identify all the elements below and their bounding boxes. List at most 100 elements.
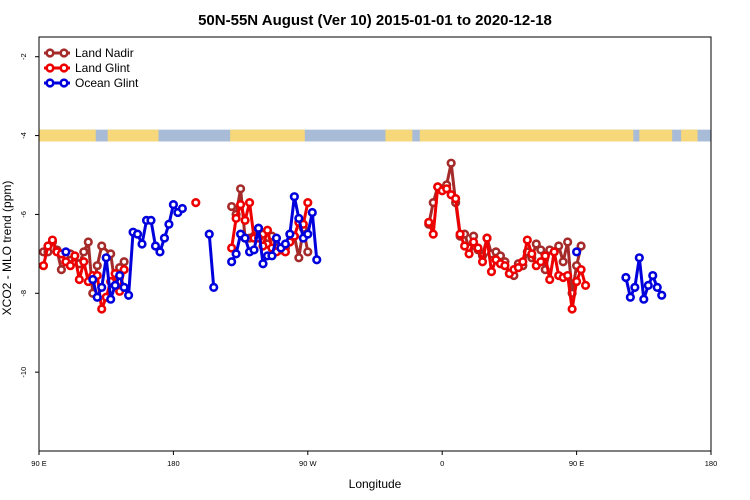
data-point bbox=[70, 251, 80, 261]
y-tick-label: -10 bbox=[19, 367, 28, 378]
y-tick-label: -4 bbox=[19, 132, 28, 139]
data-point bbox=[518, 257, 528, 267]
land-band bbox=[639, 129, 673, 142]
data-point bbox=[280, 239, 291, 249]
data-point bbox=[554, 241, 564, 251]
data-point bbox=[227, 243, 237, 253]
data-point bbox=[567, 304, 577, 314]
x-tick-label: 0 bbox=[440, 459, 444, 468]
data-point bbox=[231, 213, 241, 223]
data-point bbox=[303, 198, 313, 208]
data-point bbox=[262, 225, 273, 235]
data-point bbox=[65, 261, 75, 271]
legend-label: Ocean Glint bbox=[75, 76, 139, 90]
y-tick-labels: -2 -4 -6 -8 -10 bbox=[19, 53, 28, 377]
data-point bbox=[240, 215, 250, 225]
data-point bbox=[312, 255, 322, 265]
series-line bbox=[207, 234, 216, 288]
data-point bbox=[424, 217, 434, 227]
data-point bbox=[132, 229, 143, 239]
data-point bbox=[258, 259, 268, 269]
x-tick-labels: 90 E 180 90 W 0 90 E 180 bbox=[31, 459, 717, 468]
series-ocean-glint bbox=[61, 192, 667, 304]
land-band bbox=[39, 129, 96, 142]
data-point bbox=[563, 270, 573, 281]
data-point bbox=[468, 237, 479, 247]
ocean-band bbox=[39, 129, 711, 142]
data-point bbox=[531, 239, 541, 249]
data-point bbox=[563, 237, 573, 247]
data-point bbox=[137, 239, 147, 249]
data-point bbox=[464, 249, 474, 259]
tick-marks bbox=[35, 56, 712, 455]
data-point bbox=[119, 265, 129, 275]
data-point bbox=[451, 194, 461, 204]
data-point bbox=[576, 265, 586, 275]
land-band bbox=[107, 129, 159, 142]
data-point bbox=[101, 253, 111, 263]
y-tick-label: -2 bbox=[19, 53, 28, 60]
data-point bbox=[253, 223, 264, 233]
data-point bbox=[74, 274, 84, 285]
legend-swatch-marker bbox=[59, 78, 69, 88]
data-point bbox=[536, 245, 546, 255]
data-point bbox=[191, 198, 201, 208]
x-axis-label: Longitude bbox=[349, 477, 402, 491]
legend-swatch-marker bbox=[45, 63, 55, 73]
data-point bbox=[625, 292, 635, 302]
data-point bbox=[168, 199, 178, 210]
data-point bbox=[79, 247, 89, 257]
legend-label: Land Nadir bbox=[75, 46, 134, 60]
data-point bbox=[110, 280, 120, 291]
x-tick-label: 180 bbox=[705, 459, 718, 468]
data-point bbox=[558, 257, 568, 267]
chart-title: 50N-55N August (Ver 10) 2015-01-01 to 20… bbox=[198, 12, 552, 29]
data-point bbox=[303, 229, 313, 239]
data-point bbox=[106, 294, 116, 304]
data-point bbox=[545, 274, 555, 285]
data-point bbox=[527, 249, 537, 259]
data-point bbox=[43, 241, 53, 251]
land-band bbox=[230, 129, 305, 142]
data-point bbox=[500, 261, 510, 271]
data-point bbox=[227, 257, 237, 267]
data-point bbox=[97, 241, 107, 251]
data-point bbox=[164, 219, 174, 229]
data-point bbox=[92, 261, 102, 271]
data-point bbox=[236, 199, 246, 210]
data-point bbox=[47, 235, 58, 245]
data-point bbox=[580, 280, 591, 291]
data-point bbox=[428, 229, 438, 239]
data-point bbox=[267, 251, 277, 261]
data-point bbox=[630, 282, 640, 292]
data-point bbox=[209, 282, 219, 292]
data-point bbox=[97, 282, 107, 292]
x-tick-label: 180 bbox=[167, 459, 180, 468]
land-mask-strip bbox=[39, 129, 711, 142]
series-layer bbox=[38, 158, 667, 314]
data-point bbox=[159, 233, 170, 243]
data-point bbox=[540, 251, 550, 261]
y-tick-label: -6 bbox=[19, 211, 28, 218]
data-point bbox=[83, 237, 93, 247]
data-point bbox=[571, 276, 582, 287]
data-point bbox=[204, 229, 214, 239]
data-point bbox=[79, 257, 89, 267]
data-point bbox=[482, 233, 492, 243]
y-axis-label: XCO2 - MLO trend (ppm) bbox=[0, 181, 14, 316]
data-point bbox=[240, 233, 250, 243]
legend-swatch-marker bbox=[59, 63, 69, 73]
data-point bbox=[119, 282, 129, 292]
data-point bbox=[477, 257, 488, 267]
data-point bbox=[621, 272, 631, 283]
data-point bbox=[486, 267, 497, 277]
data-point bbox=[294, 213, 304, 223]
data-point bbox=[455, 229, 465, 239]
legend-swatch-marker bbox=[45, 78, 55, 88]
data-point bbox=[639, 294, 649, 304]
data-point bbox=[294, 253, 304, 263]
x-tick-label: 90 W bbox=[299, 459, 317, 468]
data-point bbox=[473, 243, 483, 253]
